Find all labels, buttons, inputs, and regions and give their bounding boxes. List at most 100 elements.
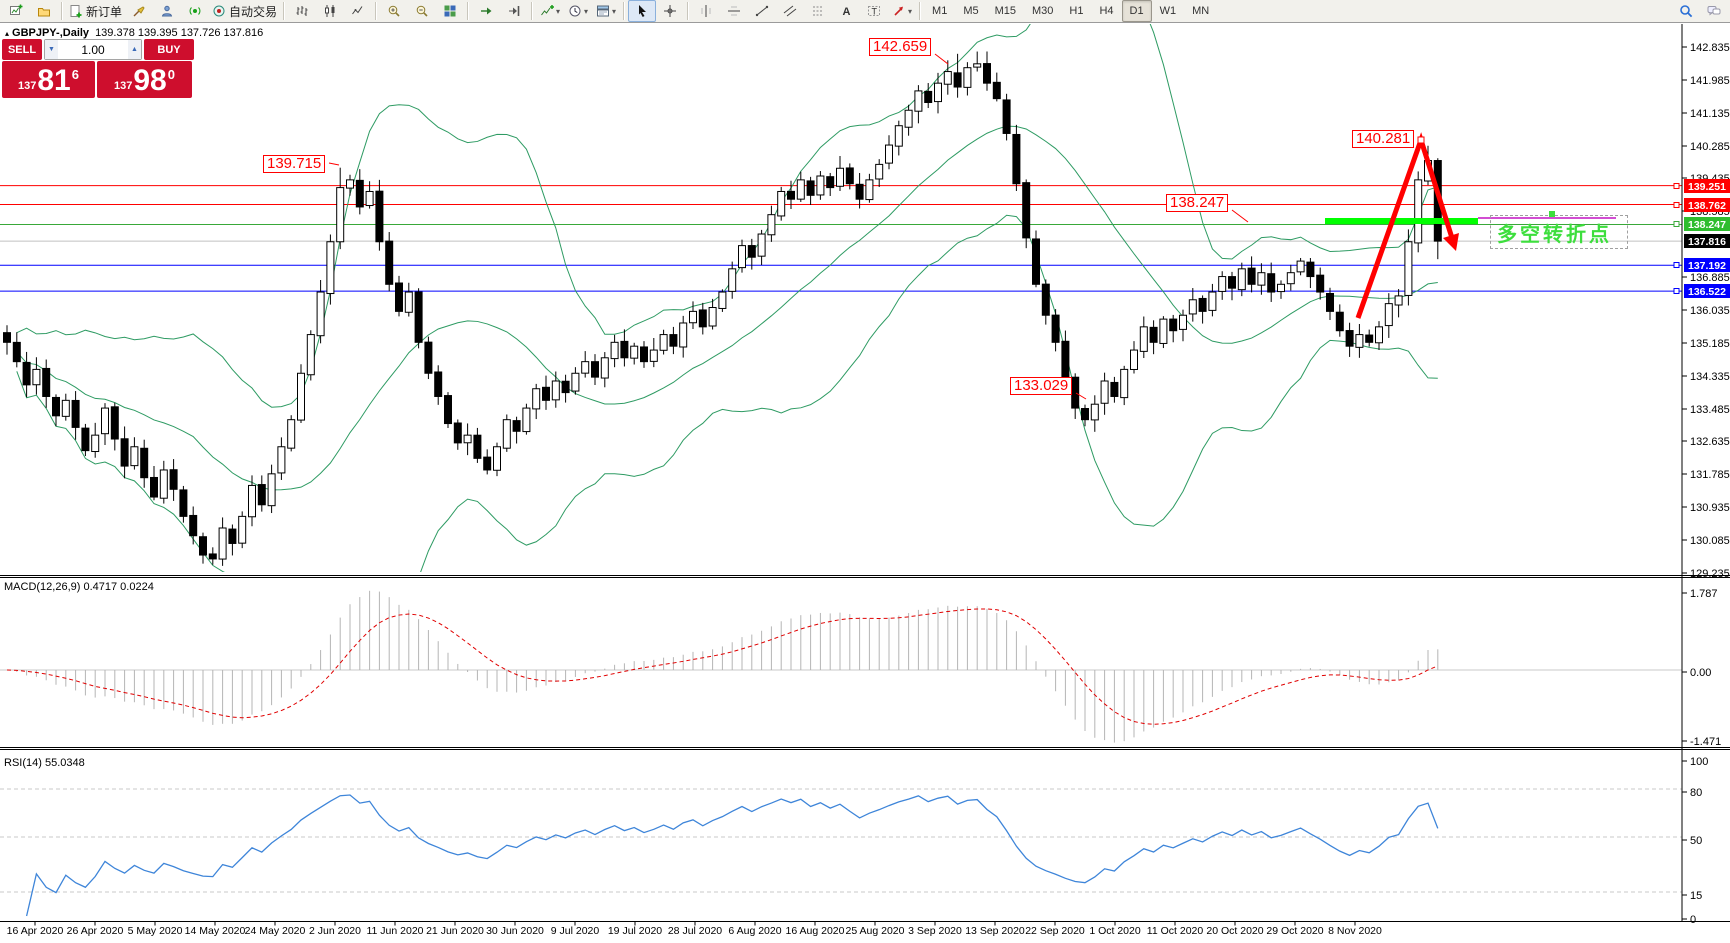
level-anchor-square[interactable] xyxy=(1673,183,1680,189)
timeframe-m15[interactable]: M15 xyxy=(994,5,1016,17)
level-anchor-square[interactable] xyxy=(1673,202,1680,208)
candle-bear xyxy=(12,341,21,363)
profiles-button[interactable] xyxy=(30,0,58,22)
price-annotation-label[interactable]: 142.659 xyxy=(869,38,932,56)
dropdown-arrow-icon: ▾ xyxy=(908,6,913,16)
navigator-button[interactable] xyxy=(153,0,181,22)
arrows-button[interactable]: ▾ xyxy=(888,0,916,22)
bar-chart-button[interactable] xyxy=(288,0,316,22)
indicator-tick-label: -1.471 xyxy=(1690,736,1721,748)
newchart-icon xyxy=(10,4,23,15)
searchmag-icon xyxy=(1680,5,1693,18)
price-annotation-label[interactable]: 133.029 xyxy=(1010,377,1073,395)
lot-decrease-button[interactable]: ▼ xyxy=(45,40,58,59)
timeframe-w1[interactable]: W1 xyxy=(1159,5,1177,17)
timeframe-m5[interactable]: M5 xyxy=(963,5,979,17)
chart-shift-button[interactable] xyxy=(500,0,528,22)
tile-windows-button[interactable] xyxy=(436,0,464,22)
candle-bull xyxy=(61,399,70,417)
text-button[interactable]: A xyxy=(832,0,860,22)
periods-button[interactable]: ▾ xyxy=(564,0,592,22)
annotation-connector xyxy=(934,53,949,65)
timeframe-m30[interactable]: M30 xyxy=(1032,5,1054,17)
annotation-connector xyxy=(1231,209,1249,223)
indicators-button[interactable]: ▾ xyxy=(536,0,564,22)
candle-bear xyxy=(199,536,207,556)
arrow-anchor-handle[interactable] xyxy=(1417,136,1425,144)
price-annotation-label[interactable]: 140.281 xyxy=(1352,130,1415,148)
cursor-button[interactable] xyxy=(628,0,657,22)
level-anchor-square[interactable] xyxy=(1673,221,1680,227)
templates-button[interactable]: ▾ xyxy=(592,0,620,22)
vertical-line-button[interactable] xyxy=(692,0,720,22)
text-label-button[interactable]: T xyxy=(860,0,888,22)
toolbar-separator xyxy=(687,2,690,20)
date-label: 14 May 2020 xyxy=(185,925,246,937)
toolbar-separator xyxy=(283,2,286,20)
candle-bear xyxy=(1081,408,1089,421)
chat-button[interactable] xyxy=(1700,0,1728,22)
line-chart-button[interactable] xyxy=(344,0,372,22)
lot-size-field[interactable]: 1.00 xyxy=(81,42,105,57)
lot-increase-button[interactable]: ▲ xyxy=(128,40,141,59)
level-anchor-square[interactable] xyxy=(1673,262,1680,268)
metaeditor-button[interactable] xyxy=(125,0,153,22)
date-label: 11 Jun 2020 xyxy=(366,925,423,937)
candle-bull xyxy=(1100,380,1109,404)
crosshair-button[interactable] xyxy=(656,0,684,22)
signals-button[interactable] xyxy=(181,0,209,22)
candle-bull xyxy=(610,341,619,360)
candle-bear xyxy=(640,346,648,363)
sell-button[interactable]: SELL xyxy=(2,39,42,60)
candle-bear xyxy=(1365,334,1374,343)
timeframe-mn[interactable]: MN xyxy=(1192,5,1210,17)
buy-button[interactable]: BUY xyxy=(144,39,194,60)
price-tag xyxy=(1684,258,1730,272)
pivot-level-line[interactable] xyxy=(1478,217,1616,219)
chart-area[interactable]: 142.835141.985141.135140.285139.435138.5… xyxy=(0,24,1730,943)
person-icon xyxy=(161,5,173,17)
candle-bull xyxy=(32,368,41,386)
candle-bear xyxy=(395,282,403,312)
new-chart-button[interactable] xyxy=(2,0,30,22)
timeframe-h4[interactable]: H4 xyxy=(1099,5,1114,17)
trendline-button[interactable] xyxy=(748,0,776,22)
ask-price-panel[interactable]: 137 98 0 xyxy=(97,61,192,98)
timeframe-h1[interactable]: H1 xyxy=(1069,5,1084,17)
candle-chart-button[interactable] xyxy=(316,0,344,22)
candle-bull xyxy=(796,179,805,200)
bid-price-figure: 137 xyxy=(18,80,37,92)
candle-bear xyxy=(1032,238,1040,285)
autotrading-button[interactable]: 自动交易 xyxy=(209,0,280,22)
auto-scroll-button[interactable] xyxy=(472,0,500,22)
price-tick-label: 141.135 xyxy=(1690,108,1730,120)
neworder-icon xyxy=(70,5,82,18)
horizontal-line-button[interactable] xyxy=(720,0,748,22)
pivot-annotation[interactable]: 多空转折点 xyxy=(1490,215,1628,249)
new-order-button[interactable]: 新订单 xyxy=(66,0,125,22)
timeframe-d1[interactable]: D1 xyxy=(1121,0,1152,22)
zoom-out-button[interactable] xyxy=(408,0,436,22)
price-annotation-label[interactable]: 139.715 xyxy=(263,155,326,173)
indicator-tick-label: 15 xyxy=(1690,890,1702,902)
candle-bull xyxy=(1218,276,1227,292)
level-anchor-square[interactable] xyxy=(1673,288,1680,294)
price-annotation-label[interactable]: 138.247 xyxy=(1166,194,1229,212)
timeframe-m1[interactable]: M1 xyxy=(932,5,948,17)
pivot-highlight-bar[interactable] xyxy=(1325,218,1478,224)
candle-bear xyxy=(375,190,384,243)
pivot-anchor-handle[interactable] xyxy=(1549,211,1555,217)
fibonacci-button[interactable] xyxy=(804,0,832,22)
zoom-in-button[interactable] xyxy=(380,0,408,22)
fibo-icon xyxy=(813,6,824,16)
candle-bear xyxy=(1012,133,1021,185)
price-tick-label: 131.785 xyxy=(1690,469,1730,481)
candle-bull xyxy=(287,419,296,449)
candle-bull xyxy=(1208,291,1217,311)
candle-bull xyxy=(365,190,374,207)
channel-button[interactable] xyxy=(776,0,804,22)
bid-price-panel[interactable]: 137 81 6 xyxy=(2,61,95,98)
candle-bear xyxy=(22,361,31,386)
search-button[interactable] xyxy=(1672,0,1700,22)
toolbar-separator xyxy=(467,2,470,20)
